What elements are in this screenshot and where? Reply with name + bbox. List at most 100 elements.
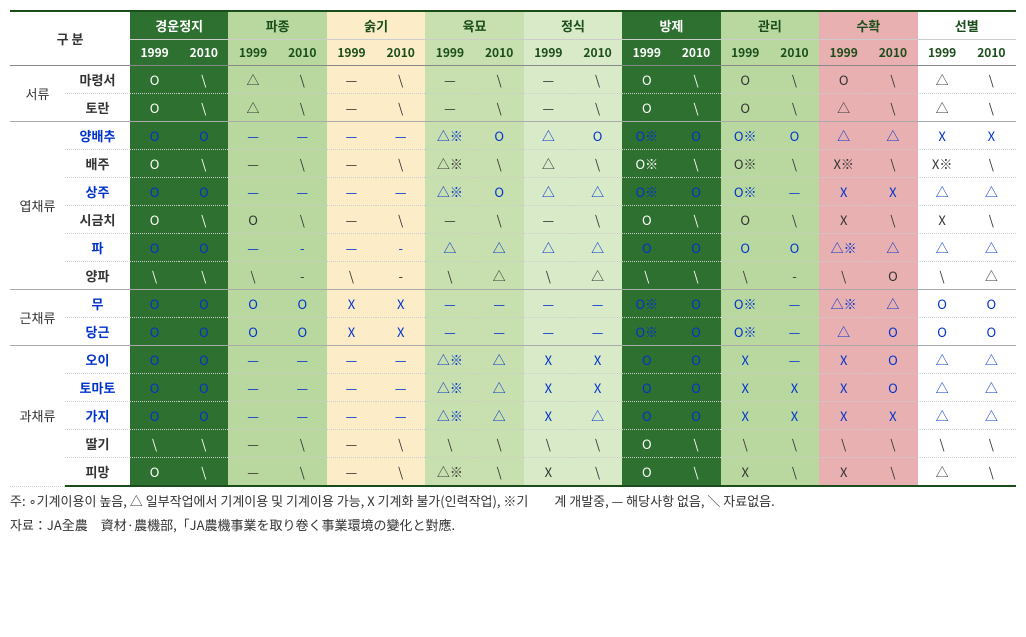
- cell: △: [918, 346, 967, 374]
- cell: X: [770, 374, 819, 402]
- cell: X: [918, 206, 967, 234]
- crop-label: 시금치: [65, 206, 130, 234]
- col-year-2-1: 2010: [376, 40, 425, 66]
- col-year-1-0: 1999: [228, 40, 277, 66]
- cell: —: [425, 318, 474, 346]
- table-row: 파OO—-—-△△△△OOOO△※△△△: [10, 234, 1016, 262]
- cell: \: [376, 206, 425, 234]
- cell: -: [376, 262, 425, 290]
- cell: \: [770, 430, 819, 458]
- cell: —: [327, 150, 376, 178]
- crop-label: 딸기: [65, 430, 130, 458]
- cell: X: [819, 374, 868, 402]
- cell: O: [179, 346, 228, 374]
- cell: X: [376, 290, 425, 318]
- cell: \: [475, 66, 524, 94]
- cell: △※: [425, 150, 474, 178]
- cell: O: [622, 234, 671, 262]
- cell: —: [524, 318, 573, 346]
- cell: \: [868, 94, 917, 122]
- col-year-0-1: 2010: [179, 40, 228, 66]
- cell: O: [130, 122, 179, 150]
- cell: \: [278, 458, 327, 487]
- cell: —: [770, 178, 819, 206]
- cell: X: [524, 458, 573, 487]
- cell: \: [671, 262, 720, 290]
- cell: O: [918, 290, 967, 318]
- cell: \: [671, 150, 720, 178]
- cell: \: [475, 94, 524, 122]
- cell: \: [376, 66, 425, 94]
- cell: \: [179, 458, 228, 487]
- cell: △: [918, 374, 967, 402]
- cell: △: [819, 318, 868, 346]
- crop-label: 마령서: [65, 66, 130, 94]
- cell: O: [671, 402, 720, 430]
- cell: \: [671, 458, 720, 487]
- cell: —: [425, 206, 474, 234]
- cell: —: [475, 290, 524, 318]
- cell: X: [524, 374, 573, 402]
- cell: —: [228, 178, 277, 206]
- cell: O: [130, 206, 179, 234]
- crop-label: 양파: [65, 262, 130, 290]
- cell: O: [868, 318, 917, 346]
- cell: \: [918, 262, 967, 290]
- cell: △※: [819, 290, 868, 318]
- cell: —: [278, 346, 327, 374]
- cell: \: [622, 262, 671, 290]
- cell: △: [819, 122, 868, 150]
- cell: △※: [425, 374, 474, 402]
- cell: \: [179, 94, 228, 122]
- col-year-6-1: 2010: [770, 40, 819, 66]
- crop-label: 가지: [65, 402, 130, 430]
- table-row: 피망O\—\—\△※\X\O\X\X\△\: [10, 458, 1016, 487]
- cell: O: [671, 122, 720, 150]
- cell: —: [376, 122, 425, 150]
- cell: \: [671, 206, 720, 234]
- cell: O: [622, 430, 671, 458]
- cell: —: [573, 290, 622, 318]
- cell: O: [179, 122, 228, 150]
- cell: —: [376, 374, 425, 402]
- cell: \: [967, 430, 1016, 458]
- cell: —: [376, 178, 425, 206]
- col-year-3-1: 2010: [475, 40, 524, 66]
- cell: —: [376, 346, 425, 374]
- table-row: 토마토OO————△※△XXOOXXXO△△: [10, 374, 1016, 402]
- cell: O: [278, 290, 327, 318]
- cell: —: [327, 234, 376, 262]
- cell: O: [179, 178, 228, 206]
- cell: \: [967, 458, 1016, 487]
- cell: O: [967, 290, 1016, 318]
- cell: O: [622, 206, 671, 234]
- col-op-8: 선별: [918, 11, 1017, 40]
- cell: —: [228, 458, 277, 487]
- cell: \: [278, 430, 327, 458]
- col-op-6: 관리: [721, 11, 819, 40]
- cell: \: [967, 94, 1016, 122]
- cell: —: [278, 402, 327, 430]
- cell: O: [130, 94, 179, 122]
- cell: O: [130, 234, 179, 262]
- cell: O: [179, 290, 228, 318]
- cell: \: [868, 430, 917, 458]
- cell: O: [228, 206, 277, 234]
- cell: O: [130, 458, 179, 487]
- cell: O: [130, 374, 179, 402]
- cell: O※: [721, 318, 770, 346]
- cell: X: [770, 402, 819, 430]
- cell: O: [868, 262, 917, 290]
- cell: O: [671, 346, 720, 374]
- footnote-2: 자료：JA全農 資材·農機部,「JA農機事業を取り卷く事業環境の變化と對應.: [10, 515, 1016, 535]
- cell: X: [868, 178, 917, 206]
- cell: △: [524, 122, 573, 150]
- cell: X: [721, 402, 770, 430]
- cell: —: [475, 318, 524, 346]
- cell: \: [573, 458, 622, 487]
- cell: \: [573, 66, 622, 94]
- cell: O※: [721, 290, 770, 318]
- cell: △: [868, 290, 917, 318]
- cell: O: [671, 374, 720, 402]
- crop-label: 당근: [65, 318, 130, 346]
